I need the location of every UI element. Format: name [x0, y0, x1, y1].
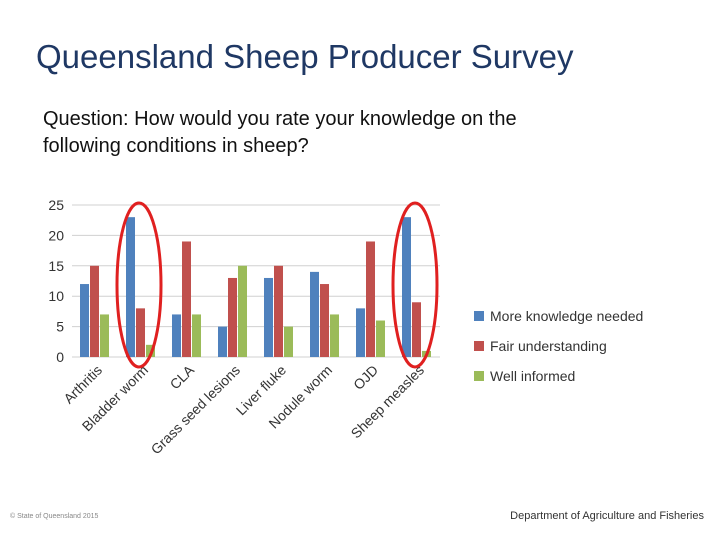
bar [366, 241, 375, 357]
bar [192, 314, 201, 357]
y-tick-label: 10 [48, 288, 64, 304]
legend-swatch [474, 311, 484, 321]
legend-swatch [474, 371, 484, 381]
y-tick-label: 15 [48, 258, 64, 274]
copyright-footer: © State of Queensland 2015 [10, 513, 99, 520]
question-text: Question: How would you rate your knowle… [43, 106, 683, 160]
x-tick-label: OJD [350, 362, 381, 393]
y-tick-label: 5 [56, 319, 64, 335]
bar [310, 271, 319, 357]
bar [80, 284, 89, 357]
bar [376, 320, 385, 357]
highlight-ovals [115, 201, 439, 369]
bars [80, 217, 431, 357]
bar [146, 344, 155, 357]
bar [330, 314, 339, 357]
department-footer: Department of Agriculture and Fisheries [510, 510, 704, 522]
bar [90, 265, 99, 357]
bar [264, 277, 273, 357]
bar [218, 326, 227, 357]
bar [274, 265, 283, 357]
y-tick-labels: 0 5 10 15 20 25 [48, 197, 64, 365]
y-tick-label: 0 [56, 349, 64, 365]
legend: More knowledge needed Fair understanding W… [474, 308, 643, 384]
legend-label: Fair understanding [490, 338, 607, 354]
x-tick-label: Grass seed lesions [148, 362, 244, 458]
question-line-1: Question: How would you rate your knowle… [43, 108, 517, 130]
bar [136, 308, 145, 357]
highlight-oval [115, 201, 163, 369]
bar [182, 241, 191, 357]
y-tick-label: 20 [48, 227, 64, 243]
question-line-2: following conditions in sheep? [43, 135, 309, 157]
bar [284, 326, 293, 357]
bar [356, 308, 365, 357]
x-tick-label: Arthritis [60, 362, 105, 407]
bar [172, 314, 181, 357]
bar [412, 302, 421, 357]
legend-label: More knowledge needed [490, 308, 643, 324]
bar [320, 284, 329, 357]
bar [100, 314, 109, 357]
legend-label: Well informed [490, 368, 575, 384]
bar [402, 217, 411, 357]
bar [238, 265, 247, 357]
bar [228, 277, 237, 357]
x-tick-label: CLA [167, 361, 198, 392]
bar [126, 217, 135, 357]
y-tick-label: 25 [48, 197, 64, 213]
highlight-oval [391, 201, 439, 369]
slide-title: Queensland Sheep Producer Survey [36, 38, 574, 75]
legend-swatch [474, 341, 484, 351]
